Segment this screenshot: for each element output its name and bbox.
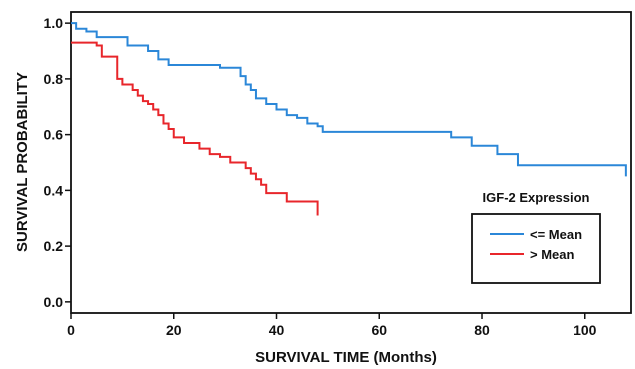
legend: IGF-2 Expression <= Mean > Mean <box>471 190 601 284</box>
legend-label-gt-mean: > Mean <box>530 247 574 262</box>
x-axis: 0 20 40 60 80 100 <box>67 313 597 338</box>
legend-title: IGF-2 Expression <box>483 190 590 205</box>
y-tick-label: 0.2 <box>44 238 64 254</box>
plot-frame <box>70 11 632 314</box>
legend-box <box>471 213 601 284</box>
x-tick-label: 100 <box>573 322 597 338</box>
x-tick-label: 20 <box>166 322 182 338</box>
y-tick-label: 0.8 <box>44 71 64 87</box>
x-tick-label: 80 <box>474 322 490 338</box>
survival-curve-gt-mean <box>71 41 319 216</box>
legend-label-le-mean: <= Mean <box>530 227 582 242</box>
y-tick-label: 1.0 <box>44 15 64 31</box>
x-tick-label: 0 <box>67 322 75 338</box>
x-tick-label: 60 <box>371 322 387 338</box>
y-axis: 0.0 0.2 0.4 0.6 0.8 1.0 <box>44 15 71 310</box>
y-axis-title: SURVIVAL PROBABILITY <box>14 72 31 252</box>
series-layer <box>71 22 627 216</box>
y-tick-label: 0.6 <box>44 127 64 143</box>
y-tick-label: 0.0 <box>44 294 64 310</box>
y-tick-label: 0.4 <box>44 182 64 198</box>
x-tick-label: 40 <box>269 322 285 338</box>
x-axis-title: SURVIVAL TIME (Months) <box>255 349 437 366</box>
survival-curve-le-mean <box>71 22 627 177</box>
